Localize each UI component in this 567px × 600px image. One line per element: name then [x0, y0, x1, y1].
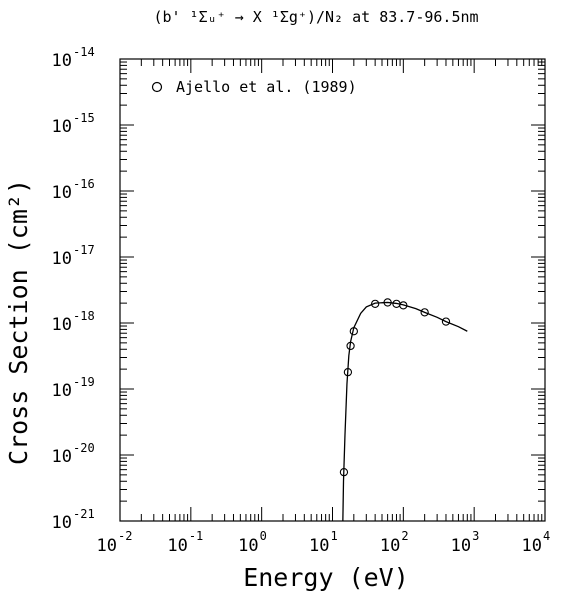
x-axis-tick-labels: 10 -2 10 -1 10 0 10 1 10 2 10 3 10 4: [97, 529, 551, 556]
x-tick-label: 10 4: [522, 529, 551, 556]
y-tick-label-base: 10: [52, 513, 72, 533]
y-tick-label-exponent: -15: [73, 111, 95, 125]
y-tick-label: 10 -19: [52, 375, 95, 401]
data-point: [420, 308, 429, 317]
y-tick-label-exponent: -21: [73, 507, 95, 521]
x-tick-label: 10 0: [238, 529, 267, 556]
y-tick-label: 10 -21: [52, 507, 95, 533]
y-tick-label: 10 -16: [52, 177, 95, 203]
y-tick-label-base: 10: [52, 381, 72, 401]
legend-marker-circle: [151, 81, 163, 93]
x-tick-label-base: 10: [522, 536, 542, 556]
y-tick-label-exponent: -17: [73, 243, 95, 257]
y-axis-label: Cross Section (cm²): [4, 179, 33, 465]
plot-frame: [119, 58, 546, 522]
x-tick-label-base: 10: [167, 536, 187, 556]
x-tick-label-base: 10: [451, 536, 471, 556]
y-tick-label: 10 -15: [52, 111, 95, 137]
x-tick-label: 10 2: [380, 529, 409, 556]
y-tick-label-base: 10: [52, 183, 72, 203]
y-tick-label-exponent: -20: [73, 441, 95, 455]
y-tick-label-exponent: -18: [73, 309, 95, 323]
series-layer: [339, 298, 468, 522]
y-axis-ticks: [120, 58, 545, 522]
y-tick-label-base: 10: [52, 51, 72, 71]
x-tick-label: 10 -1: [167, 529, 203, 556]
y-tick-label: 10 -17: [52, 243, 95, 269]
y-tick-label-exponent: -14: [73, 45, 95, 59]
plot-border: [119, 58, 546, 522]
y-tick-label: 10 -14: [52, 45, 95, 71]
x-tick-label-base: 10: [238, 536, 258, 556]
x-tick-label-exponent: -1: [189, 529, 203, 543]
legend-label: Ajello et al. (1989): [176, 78, 357, 96]
x-tick-label-base: 10: [380, 536, 400, 556]
y-tick-label-base: 10: [52, 117, 72, 137]
y-tick-label-exponent: -16: [73, 177, 95, 191]
x-tick-label-exponent: 4: [543, 529, 550, 543]
y-tick-label-base: 10: [52, 447, 72, 467]
chart-title: (b' ¹Σᵤ⁺ → X ¹Σg⁺)/N₂ at 83.7-96.5nm: [153, 8, 478, 26]
fit-curve: [342, 301, 468, 522]
data-point: [370, 299, 380, 309]
y-tick-label-exponent: -19: [73, 375, 95, 389]
x-tick-label-exponent: 2: [401, 529, 408, 543]
y-tick-label-base: 10: [52, 315, 72, 335]
x-tick-label: 10 3: [451, 529, 480, 556]
x-tick-label-base: 10: [97, 536, 117, 556]
y-tick-label-base: 10: [52, 249, 72, 269]
y-tick-label: 10 -20: [52, 441, 95, 467]
x-tick-label-base: 10: [309, 536, 329, 556]
x-tick-label-exponent: -2: [118, 529, 132, 543]
x-tick-label-exponent: 3: [472, 529, 479, 543]
x-tick-label-exponent: 0: [260, 529, 267, 543]
legend: Ajello et al. (1989): [151, 78, 357, 96]
x-tick-label: 10 -2: [97, 529, 133, 556]
x-tick-label-exponent: 1: [331, 529, 338, 543]
x-tick-label: 10 1: [309, 529, 338, 556]
x-axis-label: Energy (eV): [243, 563, 409, 592]
y-tick-label: 10 -18: [52, 309, 95, 335]
data-point: [441, 317, 451, 326]
x-axis-ticks: [119, 59, 546, 521]
